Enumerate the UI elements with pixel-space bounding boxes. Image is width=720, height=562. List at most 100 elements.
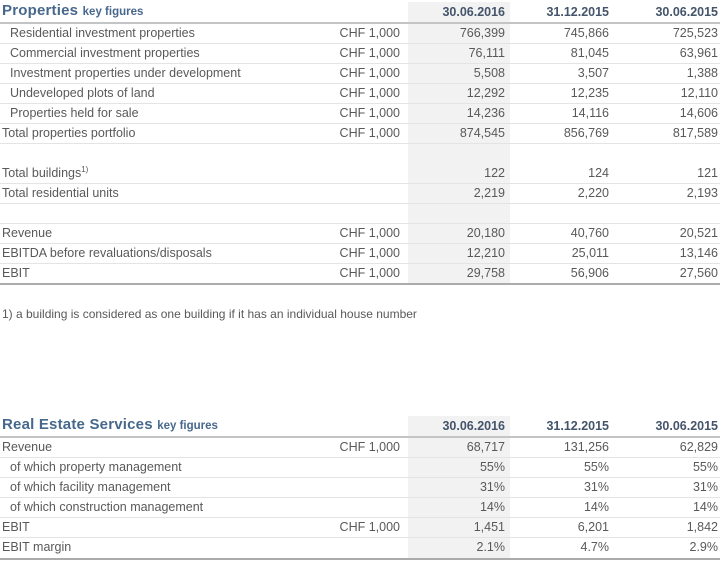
row-unit — [333, 144, 408, 164]
row-value: 29,758 — [408, 264, 510, 283]
footnote-marker: 1) — [81, 164, 89, 174]
row-value: 766,399 — [408, 24, 510, 43]
table-row: Investment properties under development C… — [0, 64, 720, 84]
row-unit: CHF 1,000 — [339, 246, 400, 260]
table-row: Revenue CHF 1,000 68,717 131,256 62,829 — [0, 438, 720, 458]
column-header-31-12-2015: 31.12.2015 — [546, 419, 609, 433]
table-row: Undeveloped plots of land CHF 1,000 12,292… — [0, 84, 720, 104]
row-label-text: EBIT — [2, 520, 30, 534]
row-value: 2.1% — [408, 538, 510, 558]
row-value: 76,111 — [408, 44, 510, 63]
table-title-text: Properties — [2, 2, 79, 19]
row-unit: CHF 1,000 — [339, 26, 400, 40]
row-value: 31% — [408, 478, 510, 497]
column-header-30-06-2015: 30.06.2015 — [655, 419, 718, 433]
row-value: 62,829 — [679, 440, 718, 454]
row-label: of which facility management — [0, 478, 333, 497]
row-label-text: Undeveloped plots of land — [10, 86, 155, 100]
row-label-text: of which construction management — [10, 500, 204, 514]
properties-table-title: Properties key figures — [0, 1, 333, 22]
row-label-text: of which property management — [10, 460, 182, 474]
row-value: 817,589 — [672, 126, 718, 140]
row-label-text: Revenue — [2, 226, 53, 240]
row-value: 1,388 — [686, 66, 718, 80]
row-label-text: Total properties portfolio — [2, 126, 136, 140]
row-unit — [333, 538, 408, 558]
row-value: 25,011 — [571, 246, 609, 260]
row-value: 3,507 — [577, 66, 609, 80]
row-unit — [333, 164, 408, 183]
row-value: 14,116 — [571, 106, 609, 120]
row-label: EBIT — [0, 518, 333, 537]
table-row: of which construction management 14% 14% 14… — [0, 498, 720, 518]
row-value: 856,769 — [563, 126, 609, 140]
spacer-row — [0, 204, 720, 224]
table-title-text: Real Estate Services — [2, 416, 153, 433]
row-value: 14,236 — [408, 104, 510, 123]
row-value — [610, 144, 720, 164]
spacer-row — [0, 144, 720, 164]
row-value: 12,210 — [408, 244, 510, 263]
table-row: of which property management 55% 55% 55% — [0, 458, 720, 478]
table-row: Properties held for sale CHF 1,000 14,236 1… — [0, 104, 720, 124]
row-unit — [333, 478, 408, 497]
row-label-text: EBIT margin — [2, 540, 72, 554]
row-unit: CHF 1,000 — [339, 266, 400, 280]
row-value: 2,219 — [408, 184, 510, 203]
row-label: of which property management — [0, 458, 333, 477]
row-label-text: Total buildings — [2, 166, 82, 180]
row-label — [0, 144, 333, 164]
row-value: 20,180 — [408, 224, 510, 243]
row-unit: CHF 1,000 — [339, 86, 400, 100]
row-unit — [333, 498, 408, 517]
row-label: Total buildings1) — [0, 164, 333, 183]
row-value: 27,560 — [679, 266, 718, 280]
row-unit — [333, 204, 408, 223]
row-label: of which construction management — [0, 498, 333, 517]
table-row: Commercial investment properties CHF 1,00… — [0, 44, 720, 64]
row-value: 55% — [692, 460, 718, 474]
row-unit: CHF 1,000 — [339, 440, 400, 454]
row-label — [0, 204, 333, 223]
properties-table-body: Residential investment properties CHF 1,0… — [0, 24, 720, 285]
row-label: Revenue — [0, 224, 333, 243]
row-value: 121 — [697, 166, 718, 180]
row-value: 55% — [583, 460, 609, 474]
row-value: 725,523 — [672, 26, 718, 40]
table-row: EBIT CHF 1,000 1,451 6,201 1,842 — [0, 518, 720, 538]
row-value: 4.7% — [580, 540, 610, 554]
row-unit — [333, 184, 408, 203]
row-label: Residential investment properties — [0, 24, 333, 43]
row-label: EBIT margin — [0, 538, 333, 558]
row-value: 2,193 — [686, 186, 718, 200]
row-label-text: Total residential units — [2, 186, 119, 200]
row-value: 745,866 — [563, 26, 609, 40]
real-estate-services-key-figures-table: Real Estate Services key figures 30.06.2… — [0, 414, 720, 560]
row-value: 13,146 — [679, 246, 718, 260]
row-label: Investment properties under development — [0, 64, 333, 83]
row-value: 63,961 — [679, 46, 718, 60]
row-value: 12,292 — [408, 84, 510, 103]
row-label: Total properties portfolio — [0, 124, 333, 143]
table-row: Total properties portfolio CHF 1,000 874,5… — [0, 124, 720, 144]
row-value — [408, 204, 510, 223]
row-unit: CHF 1,000 — [339, 66, 400, 80]
row-label: Revenue — [0, 438, 333, 457]
table-row: EBITDA before revaluations/disposals CHF … — [0, 244, 720, 264]
row-value: 14% — [583, 500, 609, 514]
real-estate-services-table-header: Real Estate Services key figures 30.06.2… — [0, 414, 720, 438]
row-value: 874,545 — [408, 124, 510, 143]
row-unit: CHF 1,000 — [339, 126, 400, 140]
row-value — [610, 204, 720, 223]
row-value: 14% — [408, 498, 510, 517]
row-value — [408, 144, 510, 164]
table-row: Total buildings1) 122 124 121 — [0, 164, 720, 184]
table-row: Revenue CHF 1,000 20,180 40,760 20,521 — [0, 224, 720, 244]
row-unit: CHF 1,000 — [339, 520, 400, 534]
row-unit: CHF 1,000 — [339, 226, 400, 240]
row-label-text: Commercial investment properties — [10, 46, 200, 60]
row-label: Properties held for sale — [0, 104, 333, 123]
properties-key-figures-table: Properties key figures 30.06.2016 31.12.… — [0, 1, 720, 285]
row-value — [510, 204, 610, 223]
row-value: 55% — [408, 458, 510, 477]
